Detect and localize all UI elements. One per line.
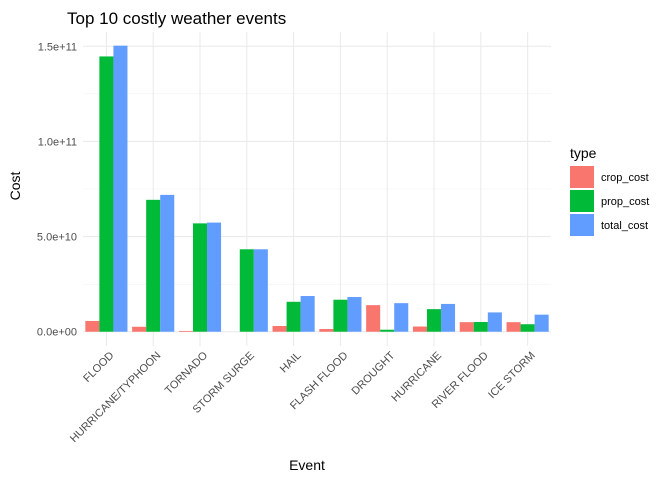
x-tick-label: FLOOD [81, 350, 116, 385]
bar-crop_cost-1 [132, 326, 147, 332]
bar-crop_cost-6 [366, 305, 381, 332]
x-axis-title: Event [289, 457, 325, 473]
y-tick-label: 5.0e+10 [37, 232, 77, 244]
bar-crop_cost-5 [319, 329, 334, 332]
x-tick-label: DROUGHT [350, 349, 398, 397]
bar-prop_cost-8 [473, 321, 488, 332]
y-tick-label: 1.0e+11 [38, 136, 77, 148]
legend-key-prop_cost [570, 190, 594, 212]
bar-prop_cost-9 [520, 324, 535, 332]
legend-label: prop_cost [601, 196, 649, 208]
legend-key-total_cost [570, 214, 594, 236]
bar-total_cost-4 [300, 296, 315, 332]
bar-crop_cost-2 [178, 330, 193, 332]
bar-prop_cost-6 [380, 329, 395, 332]
bar-total_cost-7 [441, 303, 456, 332]
x-tick-label: ICE STORM [486, 350, 538, 402]
chart-title: Top 10 costly weather events [67, 9, 286, 28]
bar-crop_cost-0 [85, 320, 100, 332]
bar-crop_cost-8 [459, 322, 474, 332]
bar-total_cost-8 [487, 312, 502, 332]
bar-total_cost-0 [113, 45, 128, 332]
bar-prop_cost-7 [426, 309, 442, 332]
bar-total_cost-5 [347, 297, 362, 332]
bar-total_cost-6 [394, 303, 409, 332]
grid-lines [83, 32, 551, 346]
bar-prop_cost-0 [99, 56, 114, 332]
bar-prop_cost-3 [239, 249, 254, 332]
y-axis-title: Cost [7, 172, 23, 201]
legend: type crop_cost prop_cost total_cost [570, 145, 649, 236]
bar-total_cost-1 [160, 194, 175, 332]
bar-crop_cost-7 [412, 326, 427, 332]
legend-label: crop_cost [601, 172, 649, 184]
bar-total_cost-9 [534, 314, 549, 332]
bar-prop_cost-1 [146, 199, 161, 332]
x-tick-label: HAIL [278, 350, 304, 376]
bar-prop_cost-2 [192, 223, 208, 332]
bar-prop_cost-4 [286, 301, 301, 332]
x-tick-label: TORNADO [163, 349, 211, 397]
y-tick-label: 1.5e+11 [38, 41, 77, 53]
legend-label: total_cost [601, 220, 648, 232]
bar-total_cost-2 [207, 222, 222, 332]
y-axis-ticks: 0.0e+00 5.0e+10 1.0e+11 1.5e+11 [37, 41, 77, 338]
bar-crop_cost-4 [272, 326, 287, 332]
bars [85, 45, 549, 332]
legend-key-crop_cost [570, 166, 594, 188]
legend-title: type [570, 145, 597, 161]
y-tick-label: 0.0e+00 [37, 327, 77, 339]
bar-total_cost-3 [253, 249, 268, 332]
bar-crop_cost-9 [506, 322, 521, 332]
bar-prop_cost-5 [333, 299, 348, 332]
x-tick-label: HURRICANE/TYPHOON [68, 350, 163, 445]
